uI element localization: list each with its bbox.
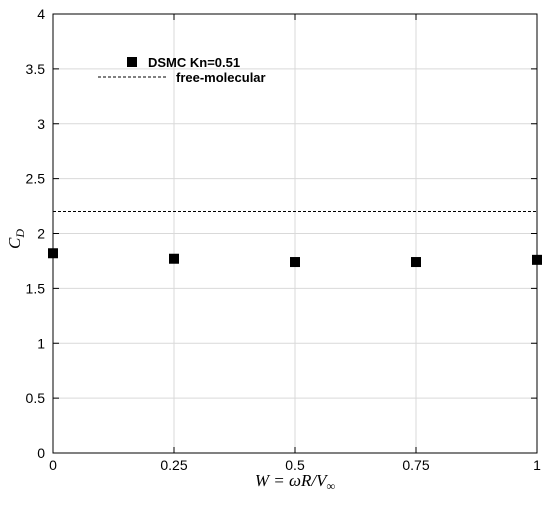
data-point-4 (532, 254, 542, 265)
grid (52, 13, 538, 454)
y-tick-label-0: 0 (37, 445, 45, 461)
legend-label-dsmc: DSMC Kn=0.51 (148, 55, 240, 70)
legend-marker-dsmc (127, 57, 137, 67)
x-tick-label-0: 0 (49, 457, 57, 473)
x-tick-label-2: 0.5 (285, 457, 305, 473)
legend: DSMC Kn=0.51 free-molecular (98, 55, 266, 85)
plot-area (48, 211, 542, 268)
axes: 0 0.25 0.5 0.75 1 0 0.5 1 1.5 2 2.5 3 3.5 4 (26, 6, 542, 473)
data-point-2 (290, 257, 300, 268)
x-tick-label-3: 0.75 (402, 457, 429, 473)
data-point-1 (169, 253, 179, 264)
y-tick-label-8: 4 (37, 6, 45, 22)
y-tick-label-2: 1 (37, 335, 45, 351)
data-point-0 (48, 248, 58, 259)
x-axis-title: W = ωR/V∞ (255, 471, 336, 493)
y-tick-label-5: 2.5 (26, 171, 46, 187)
x-tick-label-4: 1 (533, 457, 541, 473)
legend-label-free-molecular: free-molecular (176, 70, 266, 85)
y-axis-title-text: CD (5, 229, 27, 249)
data-point-3 (411, 257, 421, 268)
x-tick-label-1: 0.25 (160, 457, 187, 473)
y-tick-label-4: 2 (37, 226, 45, 242)
y-tick-label-1: 0.5 (26, 390, 46, 406)
y-axis-title: CD (5, 229, 27, 249)
y-tick-label-6: 3 (37, 116, 45, 132)
y-tick-label-3: 1.5 (26, 280, 46, 296)
y-tick-label-7: 3.5 (26, 61, 46, 77)
